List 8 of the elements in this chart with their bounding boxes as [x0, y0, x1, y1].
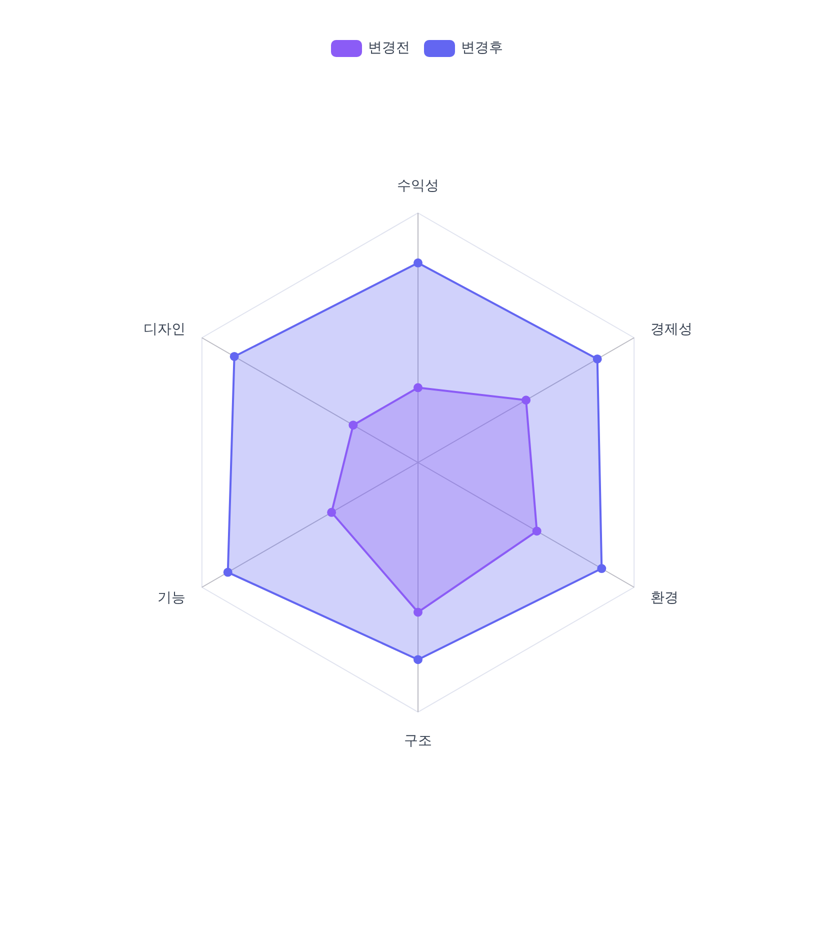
- spoke-label: 디자인: [143, 321, 186, 338]
- legend-label: 변경후: [461, 39, 503, 57]
- spoke-label: 수익성: [397, 178, 439, 194]
- legend-label: 변경전: [368, 39, 410, 57]
- spoke-label: 기능: [157, 590, 186, 606]
- spoke-label: 경제성: [650, 321, 693, 338]
- spoke-label: 환경: [650, 590, 679, 606]
- spoke-label: 구조: [404, 733, 432, 749]
